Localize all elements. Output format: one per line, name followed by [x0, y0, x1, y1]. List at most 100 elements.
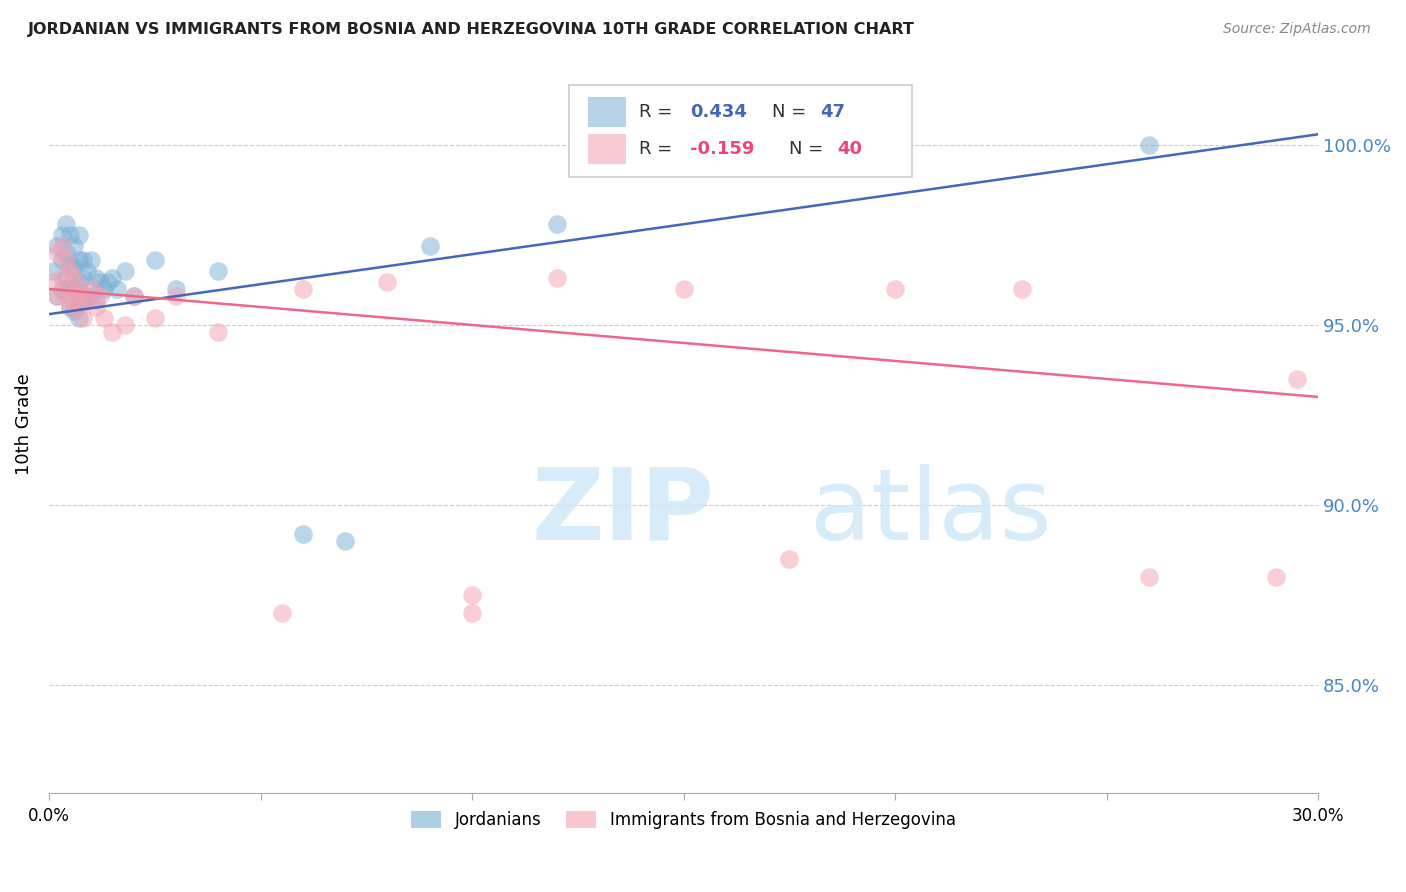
- Point: [143, 310, 166, 325]
- Point: [114, 264, 136, 278]
- Point: [1137, 570, 1160, 584]
- Point: [42, 264, 65, 278]
- Point: [377, 275, 399, 289]
- Point: [80, 289, 103, 303]
- Point: [672, 282, 695, 296]
- Point: [51, 227, 73, 242]
- Point: [55, 246, 77, 260]
- Point: [80, 282, 103, 296]
- Point: [51, 253, 73, 268]
- Point: [122, 289, 145, 303]
- Point: [67, 293, 90, 307]
- Point: [84, 300, 107, 314]
- Text: 30.0%: 30.0%: [1292, 807, 1344, 825]
- Point: [1137, 138, 1160, 153]
- Point: [67, 275, 90, 289]
- Point: [67, 282, 90, 296]
- Text: JORDANIAN VS IMMIGRANTS FROM BOSNIA AND HERZEGOVINA 10TH GRADE CORRELATION CHART: JORDANIAN VS IMMIGRANTS FROM BOSNIA AND …: [28, 22, 915, 37]
- Text: Source: ZipAtlas.com: Source: ZipAtlas.com: [1223, 22, 1371, 37]
- Text: ZIP: ZIP: [531, 464, 714, 561]
- Point: [546, 217, 568, 231]
- Point: [67, 253, 90, 268]
- Point: [101, 325, 124, 339]
- Y-axis label: 10th Grade: 10th Grade: [15, 373, 32, 475]
- Text: R =: R =: [640, 140, 678, 158]
- Point: [59, 257, 82, 271]
- Point: [461, 588, 484, 602]
- Point: [884, 145, 907, 160]
- Point: [55, 271, 77, 285]
- Bar: [588, 134, 627, 163]
- Point: [1011, 282, 1033, 296]
- Point: [46, 239, 69, 253]
- Point: [67, 227, 90, 242]
- Point: [89, 289, 111, 303]
- Point: [67, 310, 90, 325]
- Point: [72, 293, 94, 307]
- Point: [291, 526, 314, 541]
- Text: 0.434: 0.434: [690, 103, 747, 121]
- Point: [59, 300, 82, 314]
- Text: N =: N =: [789, 140, 830, 158]
- Point: [63, 239, 86, 253]
- Point: [46, 289, 69, 303]
- Point: [59, 282, 82, 296]
- Point: [63, 260, 86, 275]
- Point: [270, 606, 292, 620]
- Text: N =: N =: [772, 103, 813, 121]
- Point: [46, 246, 69, 260]
- Point: [89, 275, 111, 289]
- Point: [55, 253, 77, 268]
- Point: [76, 293, 98, 307]
- Text: R =: R =: [640, 103, 678, 121]
- Text: 47: 47: [821, 103, 845, 121]
- Text: 40: 40: [837, 140, 862, 158]
- Legend: Jordanians, Immigrants from Bosnia and Herzegovina: Jordanians, Immigrants from Bosnia and H…: [405, 805, 963, 836]
- Point: [105, 282, 128, 296]
- Point: [63, 271, 86, 285]
- Point: [63, 303, 86, 318]
- Point: [291, 282, 314, 296]
- Point: [884, 282, 907, 296]
- Point: [114, 318, 136, 332]
- Point: [84, 293, 107, 307]
- Point: [55, 217, 77, 231]
- Point: [63, 293, 86, 307]
- Text: -0.159: -0.159: [690, 140, 754, 158]
- Point: [165, 282, 187, 296]
- Point: [207, 325, 229, 339]
- Point: [76, 289, 98, 303]
- Point: [51, 282, 73, 296]
- Point: [59, 300, 82, 314]
- Point: [84, 271, 107, 285]
- Text: 0.0%: 0.0%: [28, 807, 70, 825]
- Point: [97, 275, 120, 289]
- Point: [59, 264, 82, 278]
- Point: [165, 289, 187, 303]
- Point: [1285, 372, 1308, 386]
- Text: atlas: atlas: [810, 464, 1052, 561]
- Point: [1264, 570, 1286, 584]
- Point: [143, 253, 166, 268]
- Point: [80, 253, 103, 268]
- Point: [72, 310, 94, 325]
- Point: [59, 282, 82, 296]
- Point: [55, 289, 77, 303]
- Point: [122, 289, 145, 303]
- Point: [72, 253, 94, 268]
- Point: [67, 300, 90, 314]
- Point: [42, 275, 65, 289]
- Point: [93, 310, 115, 325]
- Point: [76, 264, 98, 278]
- Point: [207, 264, 229, 278]
- Point: [546, 271, 568, 285]
- Point: [72, 289, 94, 303]
- Point: [59, 227, 82, 242]
- Point: [419, 239, 441, 253]
- Point: [63, 282, 86, 296]
- Point: [333, 533, 356, 548]
- FancyBboxPatch shape: [569, 85, 912, 177]
- Point: [778, 551, 800, 566]
- Point: [46, 289, 69, 303]
- Point: [51, 239, 73, 253]
